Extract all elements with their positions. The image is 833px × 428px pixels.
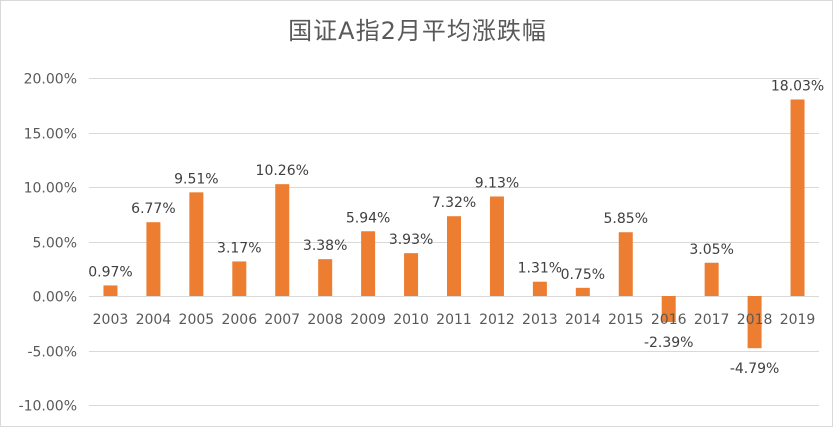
data-label: 3.38% [303,238,347,254]
bar [747,296,762,349]
data-label: 0.97% [88,264,132,280]
x-tick-label: 2006 [221,312,257,328]
x-tick-label: 2012 [479,312,515,328]
data-label: 1.31% [518,261,562,277]
data-label: 9.51% [174,171,218,187]
y-tick-label: 15.00% [24,127,77,143]
x-tick-label: 2005 [179,312,215,328]
data-label: -2.39% [644,335,694,351]
bar [404,253,419,296]
x-tick-label: 2015 [608,312,644,328]
data-label: 3.93% [389,232,433,248]
data-label: -4.79% [730,361,780,377]
bar [704,262,719,296]
y-tick-label: 20.00% [24,72,77,88]
y-tick-label: -5.00% [27,345,77,361]
bar [275,184,290,296]
bar [447,216,461,296]
bar [575,287,590,296]
data-label: 0.75% [561,267,605,283]
bar [618,232,633,296]
y-tick-label: 0.00% [33,290,77,306]
x-tick-label: 2004 [136,312,172,328]
bar [146,222,161,296]
x-tick-label: 2010 [393,312,429,328]
bar [232,261,247,296]
x-tick-label: 2011 [436,312,472,328]
data-label: 7.32% [432,195,476,211]
data-label: 9.13% [475,175,519,191]
bar [661,296,676,323]
x-tick-label: 2003 [93,312,129,328]
bar [189,192,204,296]
data-label: 18.03% [771,78,824,94]
bar [318,259,333,296]
bar [790,99,805,297]
data-label: 3.17% [217,240,261,256]
chart-title: 国证A指2月平均涨跌幅 [288,17,547,45]
data-label: 3.05% [689,242,733,258]
data-label: 5.85% [604,211,648,227]
bar [489,196,504,296]
x-tick-label: 2016 [651,312,687,328]
x-tick-label: 2019 [780,312,816,328]
data-label: 6.77% [131,201,175,217]
y-tick-label: 5.00% [33,236,77,252]
x-tick-label: 2008 [307,312,343,328]
x-tick-label: 2007 [264,312,300,328]
bar [361,231,376,296]
data-label: 5.94% [346,210,390,226]
data-label: 10.26% [256,163,309,179]
bar [103,285,118,296]
x-tick-label: 2014 [565,312,601,328]
y-tick-label: -10.00% [19,399,77,415]
x-tick-label: 2017 [694,312,730,328]
y-tick-label: 10.00% [24,181,77,197]
x-tick-label: 2018 [737,312,773,328]
x-tick-label: 2013 [522,312,558,328]
x-tick-label: 2009 [350,312,386,328]
bar [532,281,547,296]
